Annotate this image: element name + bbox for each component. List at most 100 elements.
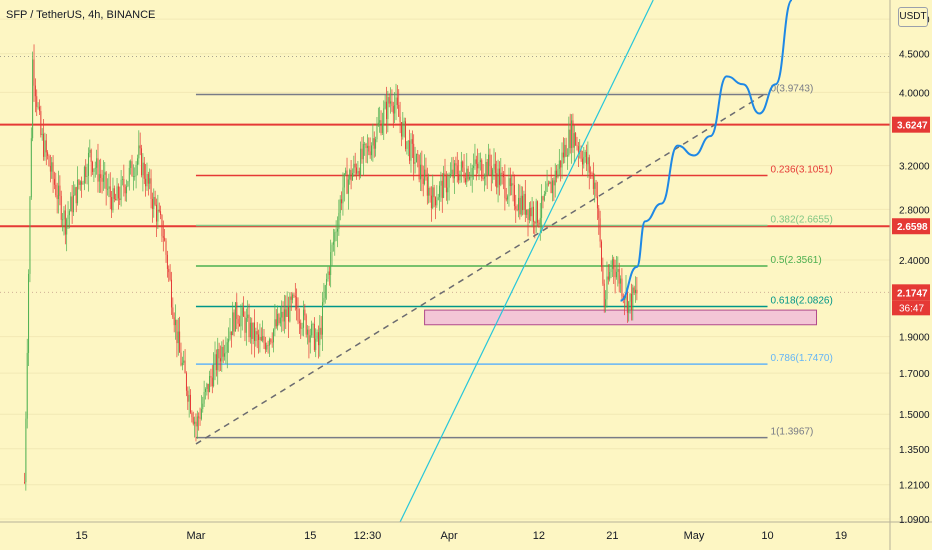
candle-body — [70, 196, 72, 212]
fib-level-label: 0.786(1.7470) — [771, 353, 833, 364]
candle-body — [316, 332, 318, 339]
candle-body — [308, 329, 310, 343]
candle-body — [621, 278, 623, 296]
candle-body — [581, 158, 583, 165]
candle-body — [422, 178, 424, 184]
candle-body — [292, 294, 294, 300]
candle-body — [319, 327, 321, 346]
candle-body — [135, 164, 137, 177]
candle-body — [172, 307, 174, 318]
candle-body — [445, 175, 447, 193]
candle-body — [68, 211, 70, 216]
candle-body — [558, 160, 560, 169]
y-tick-label: 2.8000 — [899, 205, 930, 216]
candle-body — [30, 138, 32, 198]
candle-body — [508, 178, 510, 197]
candle-body — [281, 311, 283, 318]
candle-body — [535, 201, 537, 224]
candle-body — [52, 162, 54, 179]
candle-body — [146, 174, 148, 187]
candle-body — [247, 314, 249, 319]
candle-body — [145, 178, 147, 187]
candle-body — [203, 391, 205, 404]
candle-body — [610, 268, 612, 272]
candle-body — [232, 312, 234, 336]
candle-body — [523, 193, 525, 211]
candle-body — [557, 168, 559, 178]
candle-body — [383, 108, 385, 124]
price-label-box — [892, 284, 930, 301]
candle-body — [169, 272, 171, 280]
candle-body — [151, 198, 153, 209]
candle-body — [40, 111, 42, 135]
candle-body — [317, 332, 319, 346]
candle-body — [569, 129, 571, 149]
candle-body — [594, 182, 596, 189]
candle-body — [410, 139, 412, 161]
candle-body — [415, 154, 417, 163]
candle-body — [464, 178, 466, 183]
candle-body — [554, 170, 556, 186]
candle-body — [588, 157, 590, 173]
candle-body — [512, 183, 514, 185]
candle-body — [524, 193, 526, 215]
price-label-text: 2.6598 — [897, 222, 928, 233]
candle-body — [351, 172, 353, 181]
candle-body — [504, 177, 506, 199]
candle-body — [366, 145, 368, 149]
price-label-box — [892, 218, 930, 235]
candle-body — [196, 416, 198, 427]
candle-body — [556, 170, 558, 178]
candle-body — [263, 336, 265, 343]
candle-body — [207, 383, 209, 392]
candle-body — [230, 331, 232, 336]
candle-body — [222, 346, 224, 357]
candle-body — [473, 165, 475, 168]
candle-body — [92, 161, 94, 172]
fibonacci-retracement[interactable]: 0(3.9743) 0.236(3.1051) 0.382(2.6655) 0.5(2… — [195, 83, 833, 439]
candle-body — [418, 154, 420, 180]
candle-body — [254, 322, 255, 341]
trendlines[interactable] — [195, 0, 768, 523]
candle-body — [532, 206, 534, 222]
y-axis[interactable]: 5.00004.50004.00003.20002.80002.40001.90… — [899, 15, 930, 526]
candle-body — [341, 199, 343, 204]
candle-body — [86, 175, 88, 177]
candle-body — [386, 101, 387, 120]
candle-body — [513, 184, 515, 207]
candle-body — [109, 186, 111, 198]
candle-body — [354, 163, 356, 168]
candle-body — [626, 290, 628, 313]
x-tick-label: Apr — [441, 530, 458, 542]
projection-path[interactable] — [620, 0, 793, 302]
candle-body — [309, 335, 311, 343]
candle-body — [305, 315, 307, 335]
candle-body — [288, 307, 289, 322]
candle-body — [147, 174, 149, 184]
candle-body — [36, 96, 38, 107]
candle-body — [463, 167, 465, 179]
x-axis[interactable]: 15 Mar 15 12:30 Apr 12 21 May 10 19 — [76, 530, 848, 542]
candle-body — [541, 196, 543, 218]
candle-body — [264, 342, 266, 350]
candle-body — [37, 106, 39, 108]
candle-body — [157, 209, 159, 222]
currency-button[interactable]: USDT — [898, 7, 928, 27]
y-tick-label: 1.7000 — [899, 369, 930, 380]
candle-body — [41, 133, 43, 135]
candle-body — [66, 219, 68, 235]
price-label-text: 3.6247 — [897, 121, 928, 132]
candle-body — [127, 181, 129, 187]
x-tick-label: 19 — [835, 530, 847, 542]
candle-body — [328, 271, 330, 275]
candle-body — [285, 309, 287, 317]
candle-body — [198, 416, 200, 418]
support-zone[interactable] — [424, 309, 818, 326]
plot-area[interactable] — [0, 0, 890, 522]
candle-body — [475, 159, 477, 164]
candle-body — [75, 187, 77, 204]
candle-body — [298, 321, 300, 323]
fib-level-label: 1(1.3967) — [771, 427, 814, 438]
candle-body — [101, 177, 103, 182]
